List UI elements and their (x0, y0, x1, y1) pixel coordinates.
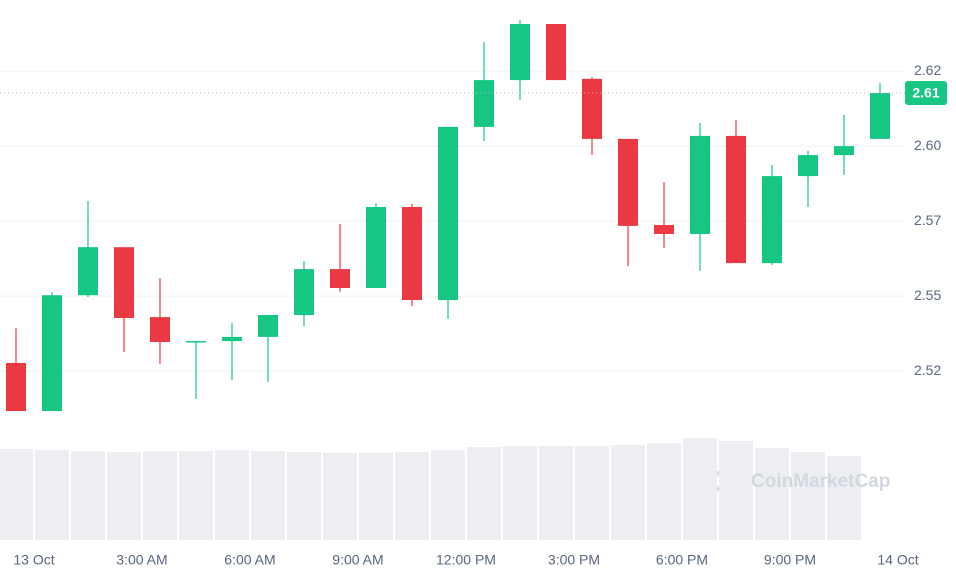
candle-body (365, 207, 386, 288)
volume-bar (430, 450, 465, 540)
x-tick-label: 6:00 PM (656, 552, 708, 568)
candle-body (762, 176, 783, 264)
volume-bar (322, 453, 357, 540)
candle-body (726, 135, 747, 264)
candle-body (41, 295, 62, 411)
volume-bar (394, 452, 429, 540)
volume-bar (0, 449, 33, 540)
candle-body (329, 269, 350, 288)
candle-body (149, 317, 170, 342)
volume-bar (755, 448, 790, 540)
volume-bar (286, 452, 321, 540)
volume-bar (791, 452, 826, 540)
current-price-label: 2.61 (912, 85, 939, 101)
candle-body (185, 341, 206, 343)
candle-body (545, 24, 566, 81)
volume-bar (70, 451, 105, 540)
y-tick-label: 2.57 (914, 212, 941, 228)
current-price-tag (905, 81, 947, 105)
candle-body (798, 155, 819, 177)
candle-body (401, 207, 422, 300)
y-tick-label: 2.62 (914, 62, 941, 78)
x-tick-label: 3:00 PM (548, 552, 600, 568)
candle-body (113, 247, 134, 318)
x-tick-label: 3:00 AM (116, 552, 167, 568)
x-tick-label: 6:00 AM (224, 552, 275, 568)
candle-body (690, 135, 711, 234)
volume-bar (358, 453, 393, 540)
candle-body (77, 247, 98, 296)
volume-bar (719, 441, 754, 540)
watermark-text: CoinMarketCap (751, 471, 890, 492)
y-tick-label: 2.55 (914, 287, 941, 303)
x-tick-label: 9:00 AM (332, 552, 383, 568)
candle-body (509, 24, 530, 81)
volume-bar (647, 443, 682, 540)
volume-bar (106, 452, 141, 540)
candle-body (473, 80, 494, 127)
volume-bar (538, 446, 573, 540)
volume-bar (827, 456, 862, 540)
volume-bar (574, 446, 610, 540)
volume-bar (466, 447, 501, 540)
volume-bar (214, 450, 249, 540)
volume-bar (502, 446, 537, 540)
candle-body (437, 126, 458, 301)
candle-body (870, 93, 891, 139)
candle-body (257, 315, 278, 337)
x-tick-label: 13 Oct (13, 552, 54, 568)
volume-bar (683, 438, 718, 540)
volume-bar (250, 451, 285, 540)
candle-body (221, 336, 242, 342)
candle-body (618, 138, 639, 226)
candle-body (293, 269, 314, 315)
y-tick-label: 2.52 (914, 362, 941, 378)
y-tick-label: 2.60 (914, 137, 941, 153)
candle-body (654, 225, 675, 234)
candle-body (5, 363, 26, 411)
x-tick-label: 9:00 PM (764, 552, 816, 568)
candle-body (834, 146, 855, 156)
volume-bar (34, 450, 69, 540)
volume-bar (142, 451, 177, 540)
x-tick-label: 12:00 PM (436, 552, 496, 568)
x-tick-label: 14 Oct (877, 552, 918, 568)
volume-bar (178, 451, 213, 540)
candle-body (581, 78, 602, 139)
volume-bar (611, 445, 646, 540)
